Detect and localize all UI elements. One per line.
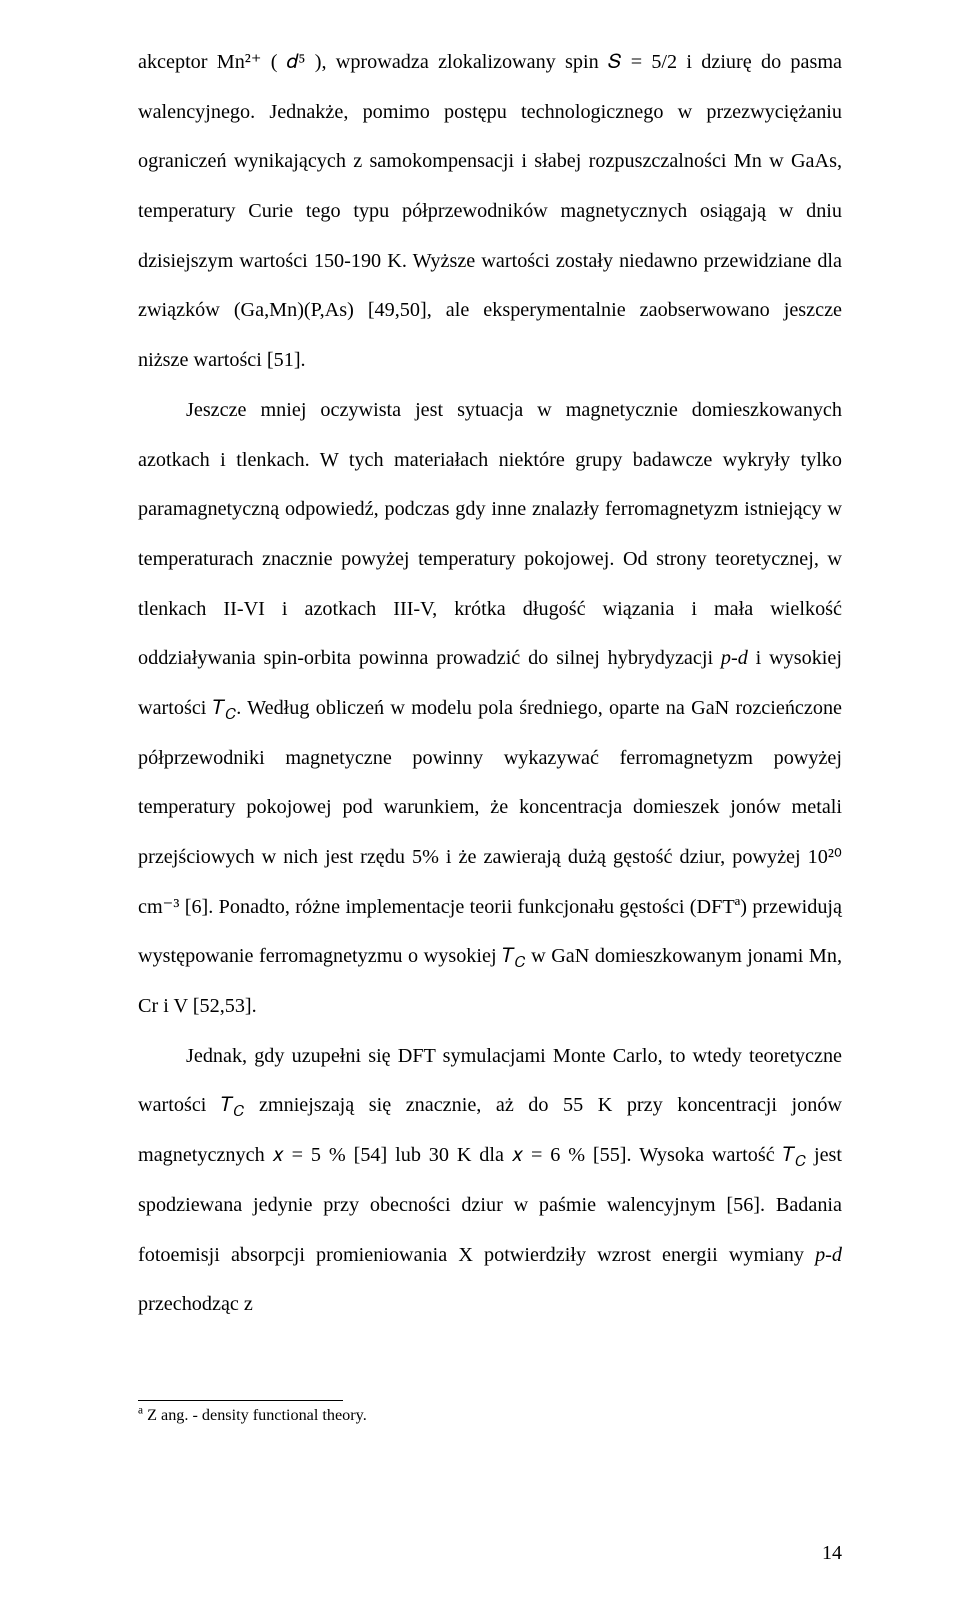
paragraph-3: Jednak, gdy uzupełni się DFT symulacjami… [138,1032,842,1330]
tc-sub-2: 𝐶 [515,954,526,971]
paragraph-2: Jeszcze mniej oczywista jest sytuacja w … [138,386,842,1032]
paragraph-3-text-d: przechodząc z [138,1293,253,1315]
paragraph-2-text-a: Jeszcze mniej oczywista jest sytuacja w … [138,399,842,669]
footnote-separator [138,1400,343,1401]
page-number: 14 [822,1542,842,1565]
pd-italic-2: p-d [815,1244,842,1266]
footnote: a Z ang. - density functional theory. [138,1405,842,1426]
paragraph-3-text-b: zmniejszają się znacznie, aż do 55 K prz… [138,1094,842,1166]
pd-italic-1: p-d [721,647,748,669]
tc-sub-4: 𝐶 [795,1153,806,1170]
paragraph-1: akceptor Mn²⁺ ( 𝑑⁵ ), wprowadza zlokaliz… [138,38,842,386]
paragraph-2-text-c: . Według obliczeń w modelu pola średnieg… [138,697,842,967]
paragraph-1-text: akceptor Mn²⁺ ( 𝑑⁵ ), wprowadza zlokaliz… [138,51,842,371]
footnote-text: Z ang. - density functional theory. [143,1406,367,1424]
tc-sub-1: 𝐶 [225,706,236,723]
tc-sub-3: 𝐶 [234,1103,245,1120]
page: akceptor Mn²⁺ ( 𝑑⁵ ), wprowadza zlokaliz… [0,0,960,1599]
